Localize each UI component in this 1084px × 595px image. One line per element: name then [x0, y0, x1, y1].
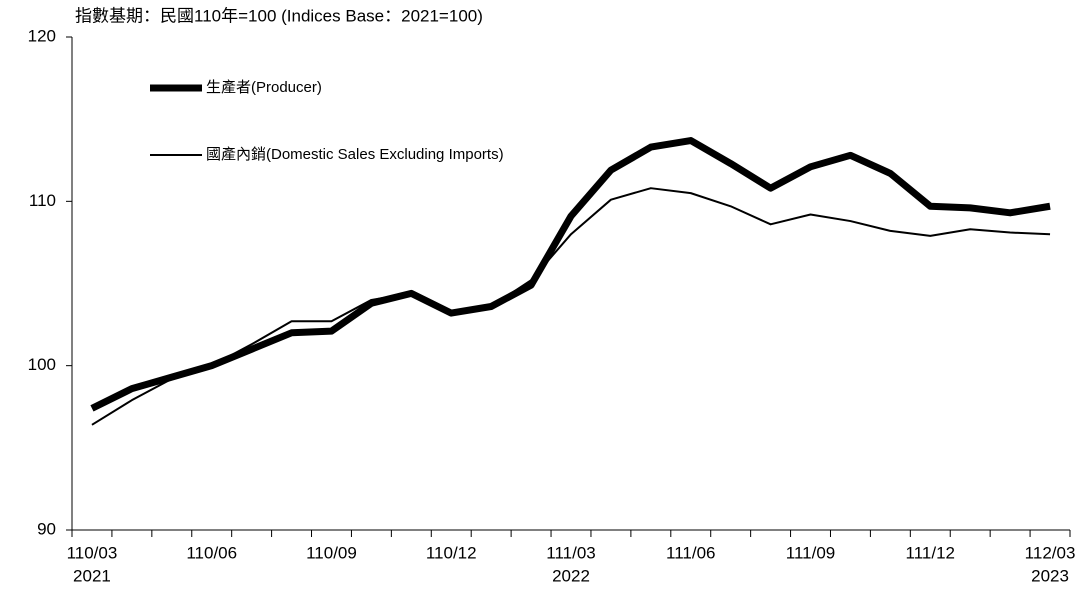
x-tick-label: 111/06 [666, 543, 715, 562]
x-tick-year: 2021 [73, 566, 111, 585]
y-tick-label: 110 [29, 191, 56, 210]
y-tick-label: 90 [37, 519, 56, 538]
x-tick-label: 111/03 [546, 543, 595, 562]
x-tick-label: 112/03 [1025, 543, 1076, 562]
x-tick-label: 110/09 [306, 543, 357, 562]
y-tick-label: 100 [28, 355, 56, 374]
x-tick-year: 2023 [1031, 566, 1069, 585]
chart-title: 指數基期：民國110年=100 (Indices Base：2021=100) [75, 6, 483, 25]
x-tick-label: 110/03 [67, 543, 118, 562]
x-tick-label: 110/12 [426, 543, 477, 562]
legend: 生產者(Producer) 國產內銷(Domestic Sales Excludi… [150, 79, 504, 163]
legend-label: 國產內銷(Domestic Sales Excluding Imports) [206, 146, 504, 163]
x-tick-label: 111/12 [906, 543, 955, 562]
x-tick-label: 111/09 [786, 543, 835, 562]
x-tick-label: 110/06 [186, 543, 237, 562]
y-tick-label: 120 [28, 26, 56, 45]
x-tick-year: 2022 [552, 566, 590, 585]
series-line [91, 187, 1051, 426]
series-line [90, 137, 1051, 412]
legend-label: 生產者(Producer) [206, 79, 322, 96]
